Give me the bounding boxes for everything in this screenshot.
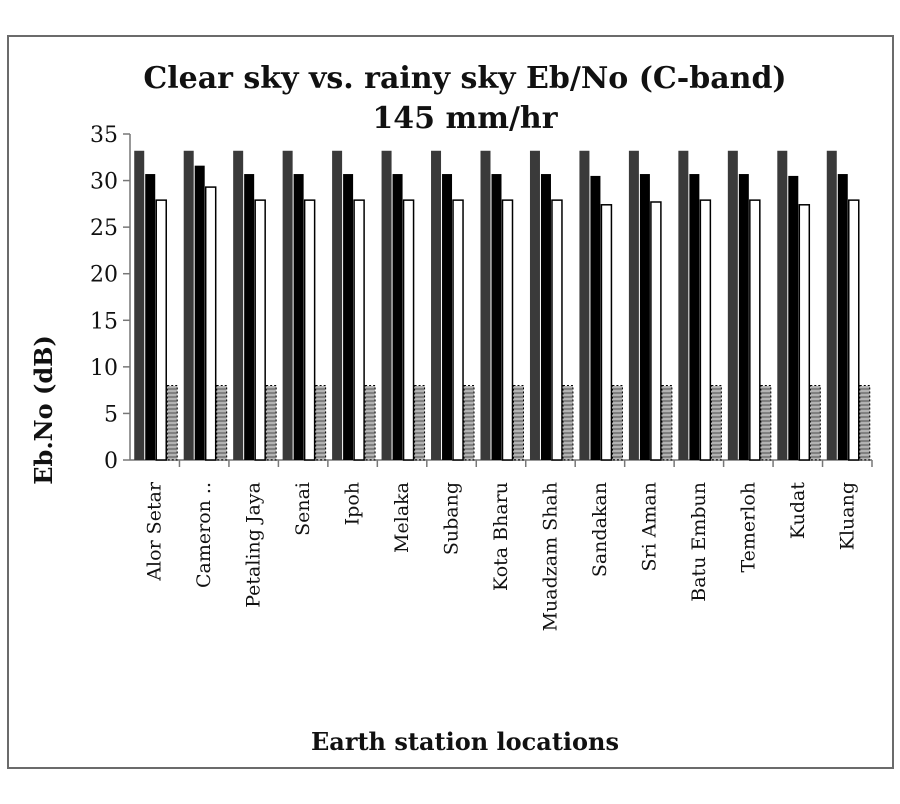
bar	[760, 384, 772, 461]
bar	[501, 199, 514, 461]
chart-title-line1: Clear sky vs. rainy sky Eb/No (C-band)	[143, 61, 786, 96]
bar	[204, 186, 217, 461]
bar	[155, 199, 167, 461]
y-tick-label: 35	[90, 123, 118, 148]
x-tick-label: Melaka	[391, 482, 413, 553]
bar	[579, 150, 590, 460]
y-tick-label: 5	[104, 402, 118, 427]
x-tick-label: Alor Setar	[144, 481, 166, 582]
x-tick-label: Sri Aman	[638, 482, 660, 572]
bar	[727, 150, 738, 460]
chart-title-line2: 145 mm/hr	[372, 101, 558, 136]
bar	[788, 175, 799, 460]
y-tick-label: 20	[90, 263, 118, 288]
bar	[332, 150, 343, 460]
bar	[303, 199, 316, 461]
bar	[392, 174, 403, 460]
bar	[678, 150, 689, 460]
x-tick-label: Kluang	[836, 482, 858, 550]
bar	[689, 174, 700, 460]
bar	[859, 384, 871, 461]
bar	[809, 384, 821, 461]
bar	[265, 384, 277, 461]
y-tick-label: 10	[90, 356, 118, 381]
x-axis-title: Earth station locations	[311, 727, 619, 756]
bar	[798, 204, 811, 461]
x-tick-label: Kota Bharu	[490, 482, 512, 591]
bar	[452, 199, 464, 461]
bar	[590, 175, 601, 460]
x-tick-label: Temerloh	[737, 482, 759, 573]
bar	[639, 174, 650, 460]
bar	[216, 384, 228, 461]
bar	[315, 384, 327, 461]
bar	[491, 174, 502, 460]
bar	[777, 150, 788, 460]
bar	[293, 174, 304, 460]
bar	[254, 199, 266, 461]
bar	[738, 174, 749, 460]
bar	[183, 150, 194, 460]
bar	[194, 165, 205, 460]
x-tick-label: Subang	[441, 482, 463, 555]
bar	[513, 384, 524, 461]
bar	[166, 384, 178, 461]
bar	[562, 384, 574, 461]
plot-area: 0 5 10 15 20 25 30 35 Alor Setar Cameron .. Petali…	[90, 123, 873, 631]
bar	[826, 150, 837, 460]
bar	[837, 174, 848, 460]
x-tick-label: Cameron ..	[193, 482, 215, 588]
y-tick-label: 15	[90, 309, 118, 334]
x-tick-label: Petaling Jaya	[243, 482, 265, 608]
bar	[540, 174, 551, 460]
x-tick-label: Ipoh	[342, 482, 364, 525]
bar	[749, 199, 761, 461]
y-tick-label: 30	[90, 170, 118, 195]
bar	[661, 384, 673, 461]
bar	[628, 150, 639, 460]
bar	[710, 384, 722, 461]
x-tick-label: Muadzam Shah	[539, 482, 561, 631]
bar	[402, 199, 415, 461]
bar	[145, 174, 156, 460]
bar	[611, 384, 623, 461]
bar	[244, 174, 255, 460]
x-tick-label: Sandakan	[589, 482, 611, 577]
bar	[848, 199, 860, 461]
bar	[463, 384, 475, 461]
bar	[364, 384, 376, 461]
bar	[529, 150, 540, 460]
x-tick-label: Kudat	[787, 482, 809, 540]
y-axis-title: Eb.No (dB)	[29, 335, 58, 485]
y-tick-label: 0	[104, 449, 118, 474]
x-tick-label: Batu Embun	[688, 482, 710, 602]
x-tick-label: Senai	[292, 482, 314, 536]
bar	[282, 150, 293, 460]
bar	[134, 150, 145, 460]
bar	[600, 204, 613, 461]
y-tick-label: 25	[90, 216, 118, 241]
bar	[442, 174, 453, 460]
bar	[414, 384, 426, 461]
bar	[431, 150, 442, 460]
bar	[650, 201, 662, 461]
bar	[343, 174, 354, 460]
bar	[551, 199, 563, 461]
bar	[353, 199, 365, 461]
bar	[699, 199, 712, 461]
bar	[233, 150, 244, 460]
bar	[480, 150, 491, 460]
bar	[381, 150, 392, 460]
